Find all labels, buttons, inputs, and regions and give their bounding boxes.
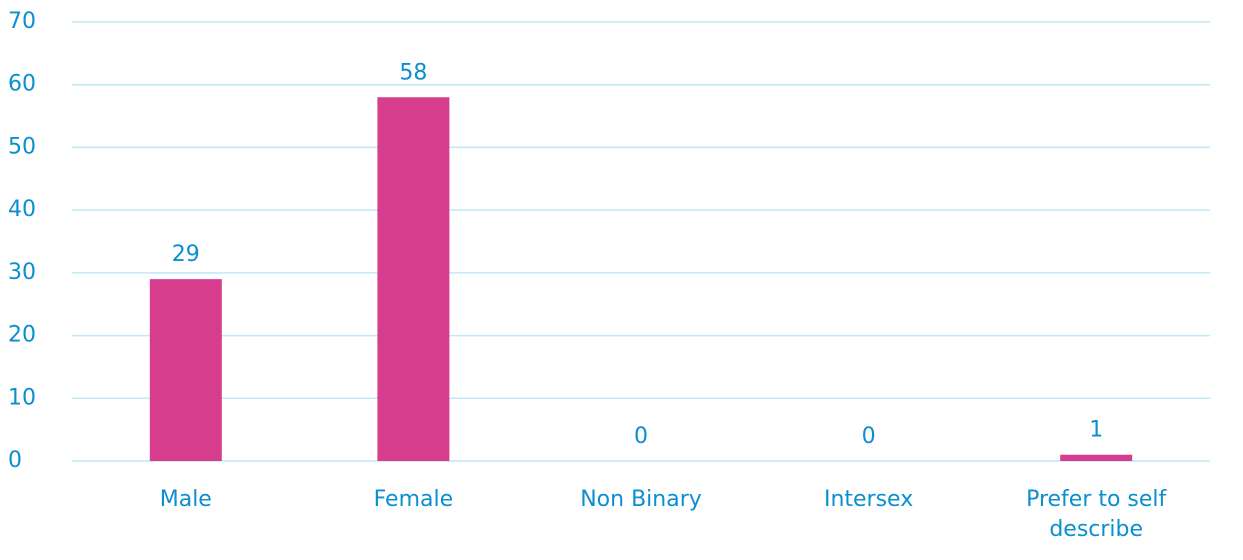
y-tick-label: 0 (8, 448, 22, 473)
x-tick-label: Male (159, 487, 212, 512)
bar (1060, 454, 1133, 461)
x-tick-label: Intersex (823, 487, 914, 512)
x-tick-label: Non Binary (580, 487, 702, 512)
data-label: 0 (862, 424, 876, 449)
data-label: 1 (1089, 418, 1103, 443)
bar (149, 279, 222, 461)
y-tick-label: 10 (8, 385, 36, 410)
y-tick-label: 20 (8, 323, 36, 348)
x-tick-label: Prefer to self describe (1026, 487, 1167, 542)
y-tick-label: 30 (8, 260, 36, 285)
y-tick-label: 50 (8, 134, 36, 159)
y-tick-label: 60 (8, 72, 36, 97)
x-tick-label: Female (373, 487, 454, 512)
y-tick-label: 40 (8, 197, 36, 222)
data-label: 0 (634, 424, 648, 449)
data-label: 29 (172, 242, 200, 267)
data-label: 58 (399, 60, 427, 85)
y-tick-label: 70 (8, 9, 36, 34)
bar (377, 97, 450, 461)
